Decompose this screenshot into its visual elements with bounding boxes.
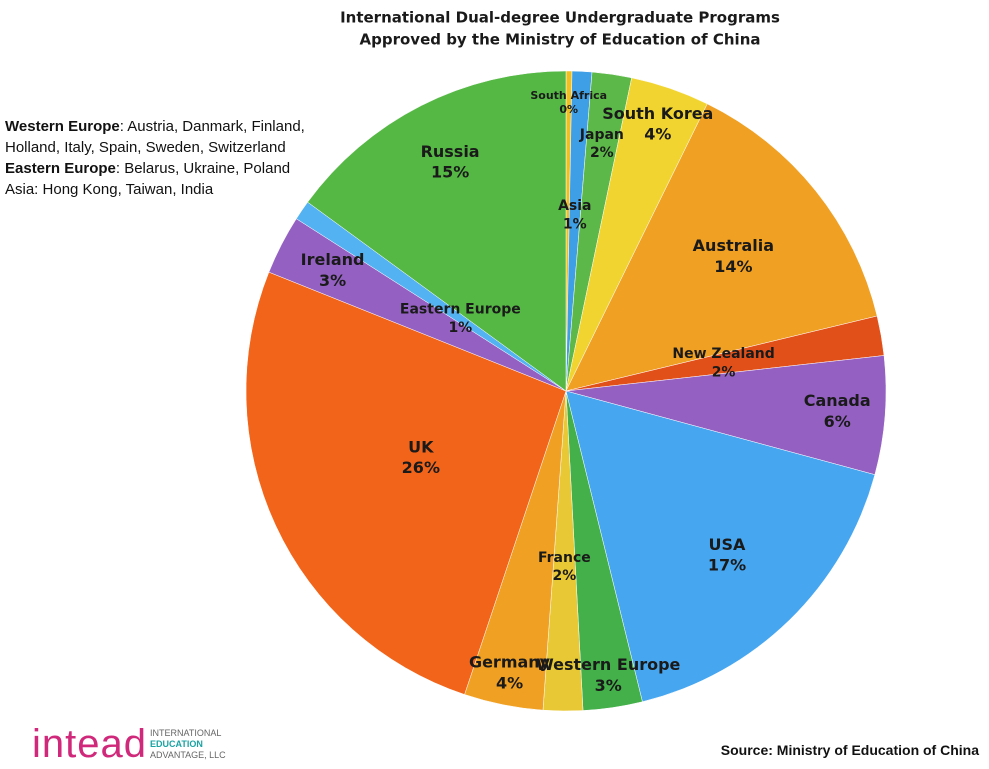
slice-value-label: 0% [559, 103, 578, 116]
pie-slice [565, 355, 887, 476]
note-bold: Eastern Europe [5, 160, 116, 177]
slice-label: Asia [558, 198, 591, 214]
note: Western Europe: Austria, Danmark, Finlan… [5, 116, 350, 158]
slice-value-label: 2% [590, 145, 614, 161]
note-text: Asia: Hong Kong, Taiwan, India [5, 181, 214, 198]
slice-label: Australia [693, 236, 774, 255]
slice-label: South Africa [530, 89, 607, 102]
source: Source: Ministry of Education of China [720, 742, 979, 758]
slice-label: Canada [804, 391, 871, 410]
pie-slice [307, 70, 567, 392]
logo: intead INTERNATIONAL EDUCATION ADVANTAGE, … [32, 722, 226, 767]
slice-label: Germany [469, 653, 551, 672]
pie-slice [565, 103, 878, 392]
slice-value-label: 2% [712, 364, 736, 380]
note-text: : Belarus, Ukraine, Poland [115, 160, 291, 177]
slice-value-label: 1% [448, 320, 472, 336]
note-bold: Western Europe [5, 118, 120, 135]
slice-label: Russia [421, 142, 480, 161]
pie-slice [245, 271, 567, 695]
slice-label: South Korea [602, 104, 713, 123]
slice-value-label: 1% [563, 216, 587, 232]
chart-title: International Dual-degree Undergraduate … [340, 9, 780, 27]
slice-value-label: 26% [402, 458, 440, 477]
logo-mark: intead [32, 722, 147, 766]
note: Eastern Europe: Belarus, Ukraine, Poland [5, 158, 350, 179]
slice-value-label: 14% [714, 257, 752, 276]
slice-label: USA [709, 535, 747, 554]
slice-value-label: 17% [708, 556, 746, 575]
note-text: : Austria, Danmark, Finland, Holland, It… [5, 118, 305, 156]
slice-value-label: 3% [595, 676, 622, 695]
chart-title: Approved by the Ministry of Education of… [360, 31, 761, 49]
slice-value-label: 4% [496, 673, 523, 692]
logo-text: INTERNATIONAL EDUCATION ADVANTAGE, LLC [150, 728, 226, 761]
pie-slice [565, 390, 876, 703]
slice-label: New Zealand [672, 346, 774, 362]
slice-value-label: 4% [644, 125, 671, 144]
slice-value-label: 2% [552, 568, 576, 584]
logo-line: INTERNATIONAL [149, 728, 222, 738]
slice-label: France [538, 550, 591, 566]
slice-label: UK [408, 437, 434, 456]
slice-label: Japan [579, 127, 624, 143]
note: Asia: Hong Kong, Taiwan, India [5, 179, 350, 200]
slice-value-label: 15% [431, 163, 469, 182]
slice-label: Eastern Europe [400, 302, 521, 318]
logo-line: ADVANTAGE, LLC [149, 750, 226, 760]
slice-label: Ireland [301, 250, 365, 269]
notes: Western Europe: Austria, Danmark, Finlan… [5, 116, 350, 200]
slice-label: Western Europe [536, 655, 680, 674]
slice-value-label: 6% [824, 412, 851, 431]
slice-value-label: 3% [319, 271, 346, 290]
logo-line: EDUCATION [149, 739, 203, 749]
